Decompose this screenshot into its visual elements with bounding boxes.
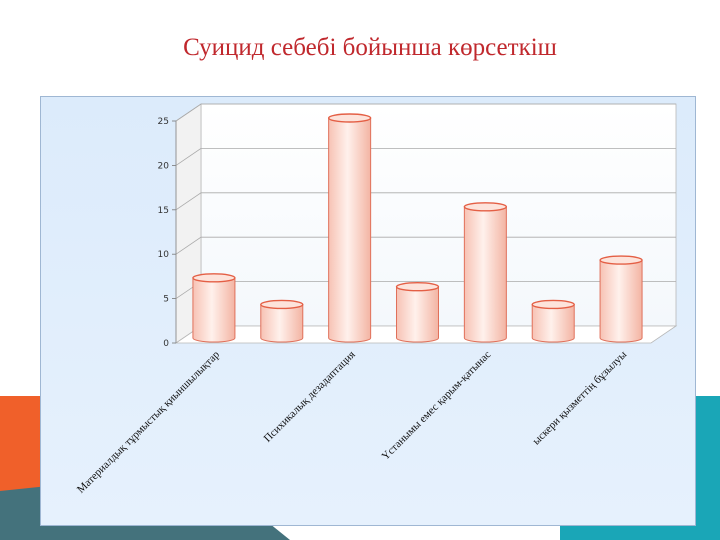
bar xyxy=(531,299,575,343)
bar xyxy=(395,282,440,343)
bar-body xyxy=(599,259,643,343)
bar-body xyxy=(260,303,304,343)
x-category-label: ыскери қызметтің бұзылуы xyxy=(530,348,629,447)
y-tick-label: 5 xyxy=(163,295,169,305)
y-tick-label: 25 xyxy=(158,117,169,127)
y-tick-label: 15 xyxy=(158,206,169,216)
gridline xyxy=(175,103,676,122)
bar-top xyxy=(599,255,643,265)
y-tick-label: 0 xyxy=(163,339,169,349)
bar-top xyxy=(531,299,575,310)
bar-top xyxy=(395,282,440,292)
y-tick-label: 20 xyxy=(158,161,170,171)
bar-body xyxy=(192,277,236,343)
bar-body xyxy=(463,206,507,343)
gridline xyxy=(175,148,676,166)
bar xyxy=(192,273,236,343)
x-category-label: Материалдық тұрмыстық қиыншылықтар xyxy=(75,348,222,495)
bar-body xyxy=(531,303,575,343)
slide-title: Суицид себебі бойынша көрсеткіш xyxy=(183,34,557,61)
bar xyxy=(463,202,508,343)
bar-body xyxy=(328,117,372,343)
gridline xyxy=(175,192,676,211)
y-tick-label: 10 xyxy=(158,250,170,260)
x-category-label: Психикалық дезадаптация xyxy=(262,349,358,445)
gridline xyxy=(175,236,676,255)
bar-chart: 0 5 10 15 20 25 Материалдық тұрмыстық қиыншылы… xyxy=(75,103,678,496)
bar-body xyxy=(396,286,439,343)
bar xyxy=(599,255,643,343)
chart-panel: 0 5 10 15 20 25 Материалдық тұрмыстық қиыншылы… xyxy=(40,96,696,526)
x-category-label: Үстанымы емес қарым-қатынас xyxy=(379,349,493,463)
bar xyxy=(327,113,372,343)
bar xyxy=(260,299,304,343)
bar-top xyxy=(260,299,304,310)
bar-top xyxy=(192,273,236,283)
bar-top xyxy=(463,202,508,212)
bar-top xyxy=(327,113,372,123)
